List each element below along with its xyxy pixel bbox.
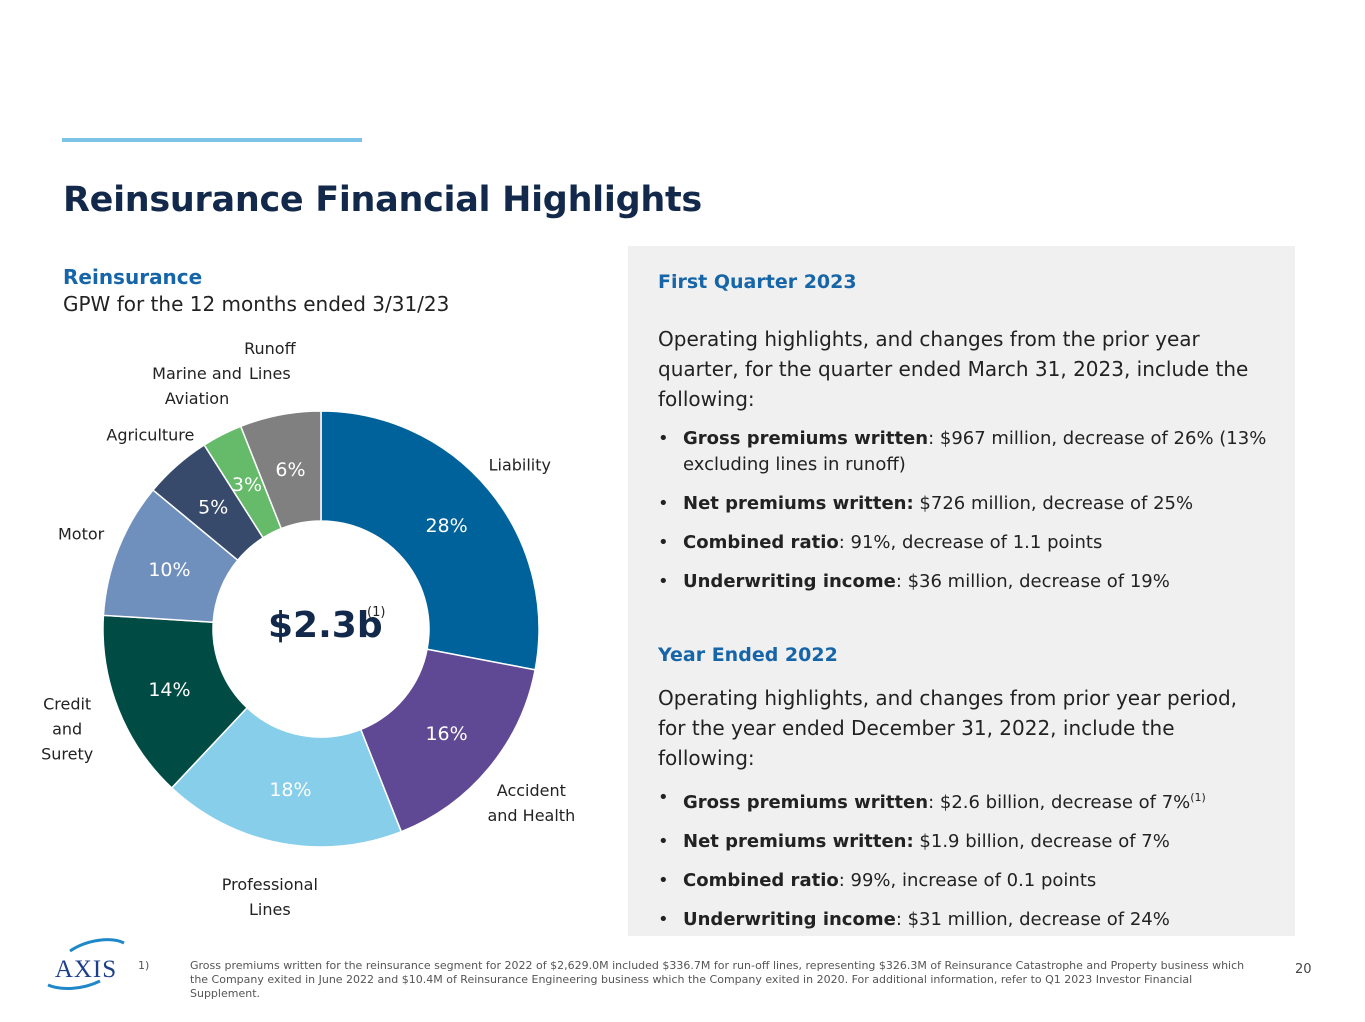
center-footnote-ref: (1) bbox=[367, 605, 386, 620]
logo-text: AXIS bbox=[55, 956, 117, 983]
bullet-term: Gross premiums written bbox=[683, 428, 929, 449]
category-label: Accident and Health bbox=[487, 781, 576, 826]
segment-label: Reinsurance bbox=[63, 265, 203, 289]
q1-bullet-4: Underwriting income: $36 million, decrea… bbox=[658, 569, 1268, 595]
axis-logo: AXIS bbox=[47, 938, 125, 990]
slice-percent-label: 28% bbox=[425, 515, 467, 537]
slice-accident-and-health bbox=[359, 648, 537, 833]
bullet-detail: : $36 million, decrease of 19% bbox=[895, 571, 1170, 592]
bullet-detail: $1.9 billion, decrease of 7% bbox=[913, 831, 1170, 852]
category-label: Agriculture bbox=[106, 425, 195, 445]
slice-percent-label: 5% bbox=[198, 497, 228, 519]
q1-bullet-3: Combined ratio: 91%, decrease of 1.1 poi… bbox=[658, 530, 1268, 556]
bullet-term: Net premiums written: bbox=[683, 831, 914, 852]
q1-bullet-2: Net premiums written: $726 million, decr… bbox=[658, 491, 1268, 517]
footnote-number: 1) bbox=[138, 959, 150, 972]
slice-liability bbox=[320, 410, 540, 671]
donut-svg: 28% 16% 18% 14% 10% 5%3% 6% bbox=[102, 410, 540, 848]
bullet-term: Net premiums written: bbox=[683, 493, 914, 514]
gpw-donut-chart: 28% 16% 18% 14% 10% 5% 3% 6% $2.3b (1) Liabilit… bbox=[40, 339, 620, 919]
year-bullet-4: Underwriting income: $31 million, decrea… bbox=[658, 907, 1268, 933]
footnote-ref: (1) bbox=[1190, 791, 1206, 804]
category-label: Liability bbox=[488, 455, 551, 475]
slice-percent-label: 3% bbox=[232, 474, 262, 496]
year-bullet-2: Net premiums written: $1.9 billion, decr… bbox=[658, 829, 1268, 855]
year-intro: Operating highlights, and changes from p… bbox=[658, 686, 1238, 770]
bullet-detail: : $2.6 billion, decrease of 7% bbox=[928, 792, 1191, 813]
slice-percent-label: 18% bbox=[269, 779, 311, 801]
page-number: 20 bbox=[1295, 962, 1312, 977]
bullet-term: Underwriting income bbox=[683, 571, 896, 592]
bullet-detail: : 91%, decrease of 1.1 points bbox=[838, 532, 1103, 553]
bullet-term: Gross premiums written bbox=[683, 792, 929, 813]
year-heading: Year Ended 2022 bbox=[658, 644, 838, 666]
slice-professional-lines bbox=[170, 706, 403, 848]
center-value: $2.3b bbox=[268, 605, 383, 646]
bullet-term: Combined ratio bbox=[683, 532, 839, 553]
footnote-text: Gross premiums written for the reinsuran… bbox=[190, 959, 1245, 1000]
accent-line bbox=[62, 138, 362, 142]
slice-percent-label: 14% bbox=[148, 679, 190, 701]
slice-runoff-lines bbox=[239, 410, 322, 530]
q1-bullet-list: Gross premiums written: $967 million, de… bbox=[658, 426, 1268, 608]
slice-percent-label: 6% bbox=[275, 459, 305, 481]
slice-percent-label: 16% bbox=[425, 723, 467, 745]
year-bullet-list: Gross premiums written: $2.6 billion, de… bbox=[658, 785, 1268, 946]
bullet-detail: $726 million, decrease of 25% bbox=[913, 493, 1194, 514]
q1-intro: Operating highlights, and changes from t… bbox=[658, 327, 1249, 411]
slice-percent-label: 10% bbox=[148, 559, 190, 581]
page-title: Reinsurance Financial Highlights bbox=[63, 180, 702, 220]
category-label: Marine and Aviation bbox=[152, 363, 242, 408]
category-label: Credit and Surety bbox=[41, 694, 94, 764]
bullet-detail: : 99%, increase of 0.1 points bbox=[838, 870, 1097, 891]
year-bullet-3: Combined ratio: 99%, increase of 0.1 poi… bbox=[658, 868, 1268, 894]
bullet-detail: : $31 million, decrease of 24% bbox=[895, 909, 1170, 930]
category-label: Professional Lines bbox=[221, 875, 318, 920]
slice-credit-and-surety bbox=[102, 614, 249, 789]
year-bullet-1: Gross premiums written: $2.6 billion, de… bbox=[658, 785, 1268, 816]
q1-bullet-1: Gross premiums written: $967 million, de… bbox=[658, 426, 1268, 478]
category-label: Runoff Lines bbox=[244, 338, 296, 383]
bullet-term: Underwriting income bbox=[683, 909, 896, 930]
bullet-detail: : $967 million, decrease of 26% (13% exc… bbox=[683, 428, 1267, 475]
segment-subtitle: GPW for the 12 months ended 3/31/23 bbox=[63, 292, 450, 316]
bullet-term: Combined ratio bbox=[683, 870, 839, 891]
category-label: Motor bbox=[57, 524, 105, 544]
highlights-panel: First Quarter 2023 Operating highlights,… bbox=[628, 246, 1295, 936]
q1-heading: First Quarter 2023 bbox=[658, 271, 857, 293]
